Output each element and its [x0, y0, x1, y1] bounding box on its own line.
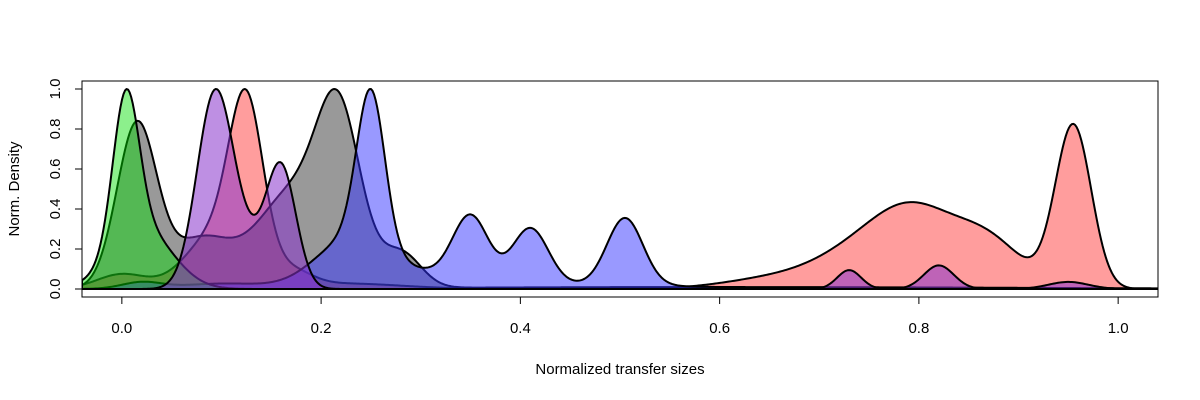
- y-tick-label: 0.4: [47, 199, 64, 220]
- x-tick-label: 0.2: [311, 320, 332, 337]
- density-series-5: [82, 88, 1158, 290]
- x-tick-label: 0.6: [709, 320, 730, 337]
- y-tick-label: 1.0: [47, 79, 64, 100]
- y-tick-label: 0.8: [47, 119, 64, 140]
- y-axis: 0.0 0.2 0.4 0.6 0.8 1.0: [47, 79, 83, 300]
- y-tick-label: 0.0: [47, 279, 64, 300]
- x-tick-label: 0.4: [510, 320, 531, 337]
- x-axis: 0.0 0.2 0.4 0.6 0.8 1.0: [111, 296, 1129, 337]
- y-tick-label: 0.6: [47, 159, 64, 180]
- x-tick-label: 1.0: [1108, 320, 1129, 337]
- x-axis-label: Normalized transfer sizes: [535, 361, 704, 378]
- density-areas: [82, 88, 1158, 290]
- y-tick-label: 0.2: [47, 239, 64, 260]
- x-tick-label: 0.0: [111, 320, 132, 337]
- x-tick-label: 0.8: [908, 320, 929, 337]
- y-axis-label: Norm. Density: [6, 141, 23, 237]
